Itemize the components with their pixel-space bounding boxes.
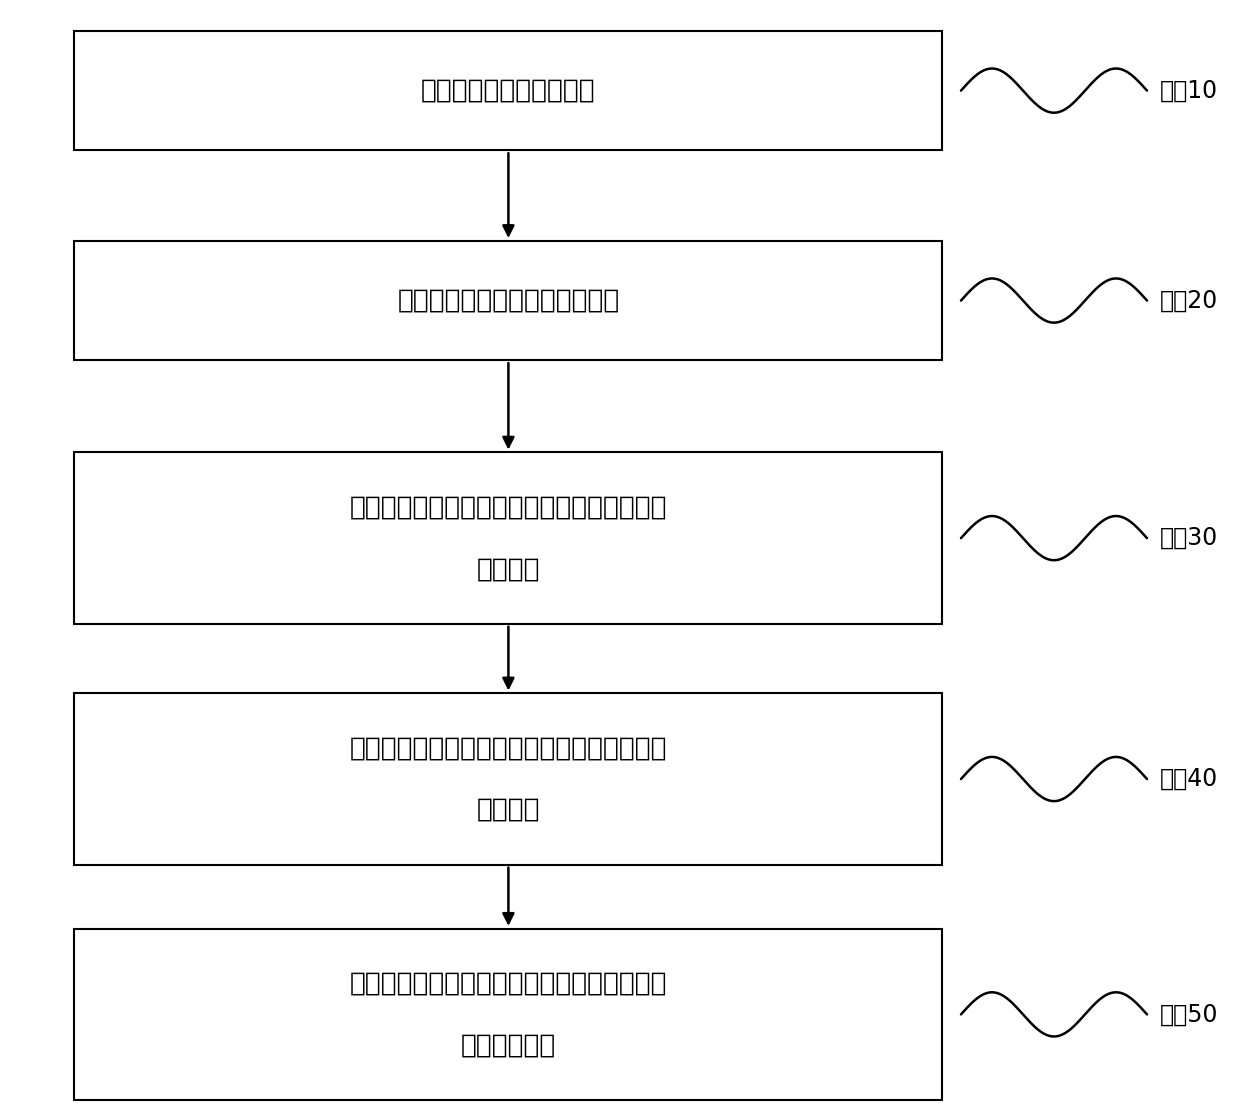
Text: 步骤20: 步骤20 bbox=[1159, 288, 1218, 313]
Text: 分光装置将输入光束进行分束；: 分光装置将输入光束进行分束； bbox=[397, 287, 620, 314]
Text: 步骤50: 步骤50 bbox=[1159, 1002, 1218, 1027]
Text: 主控装置: 主控装置 bbox=[476, 797, 541, 823]
Bar bbox=[74, 928, 942, 1101]
Bar bbox=[74, 453, 942, 623]
Text: 步骤40: 步骤40 bbox=[1159, 767, 1218, 791]
Text: 其中一路输入光束通过第一反射装置反射至监: 其中一路输入光束通过第一反射装置反射至监 bbox=[350, 494, 667, 520]
Text: 主控装置根据反射光束的功率参数控制发射装: 主控装置根据反射光束的功率参数控制发射装 bbox=[350, 970, 667, 997]
Bar bbox=[74, 694, 942, 864]
Text: 测装置；: 测装置； bbox=[476, 556, 541, 582]
Text: 监测装置检测反射光束的功率参数，并发送至: 监测装置检测反射光束的功率参数，并发送至 bbox=[350, 735, 667, 761]
Text: 发射装置发出输入光束；: 发射装置发出输入光束； bbox=[422, 77, 595, 104]
Text: 步骤10: 步骤10 bbox=[1159, 78, 1218, 103]
Bar bbox=[74, 31, 942, 150]
Text: 置的发射功率: 置的发射功率 bbox=[461, 1032, 556, 1059]
Text: 步骤30: 步骤30 bbox=[1159, 526, 1218, 550]
Bar bbox=[74, 241, 942, 360]
